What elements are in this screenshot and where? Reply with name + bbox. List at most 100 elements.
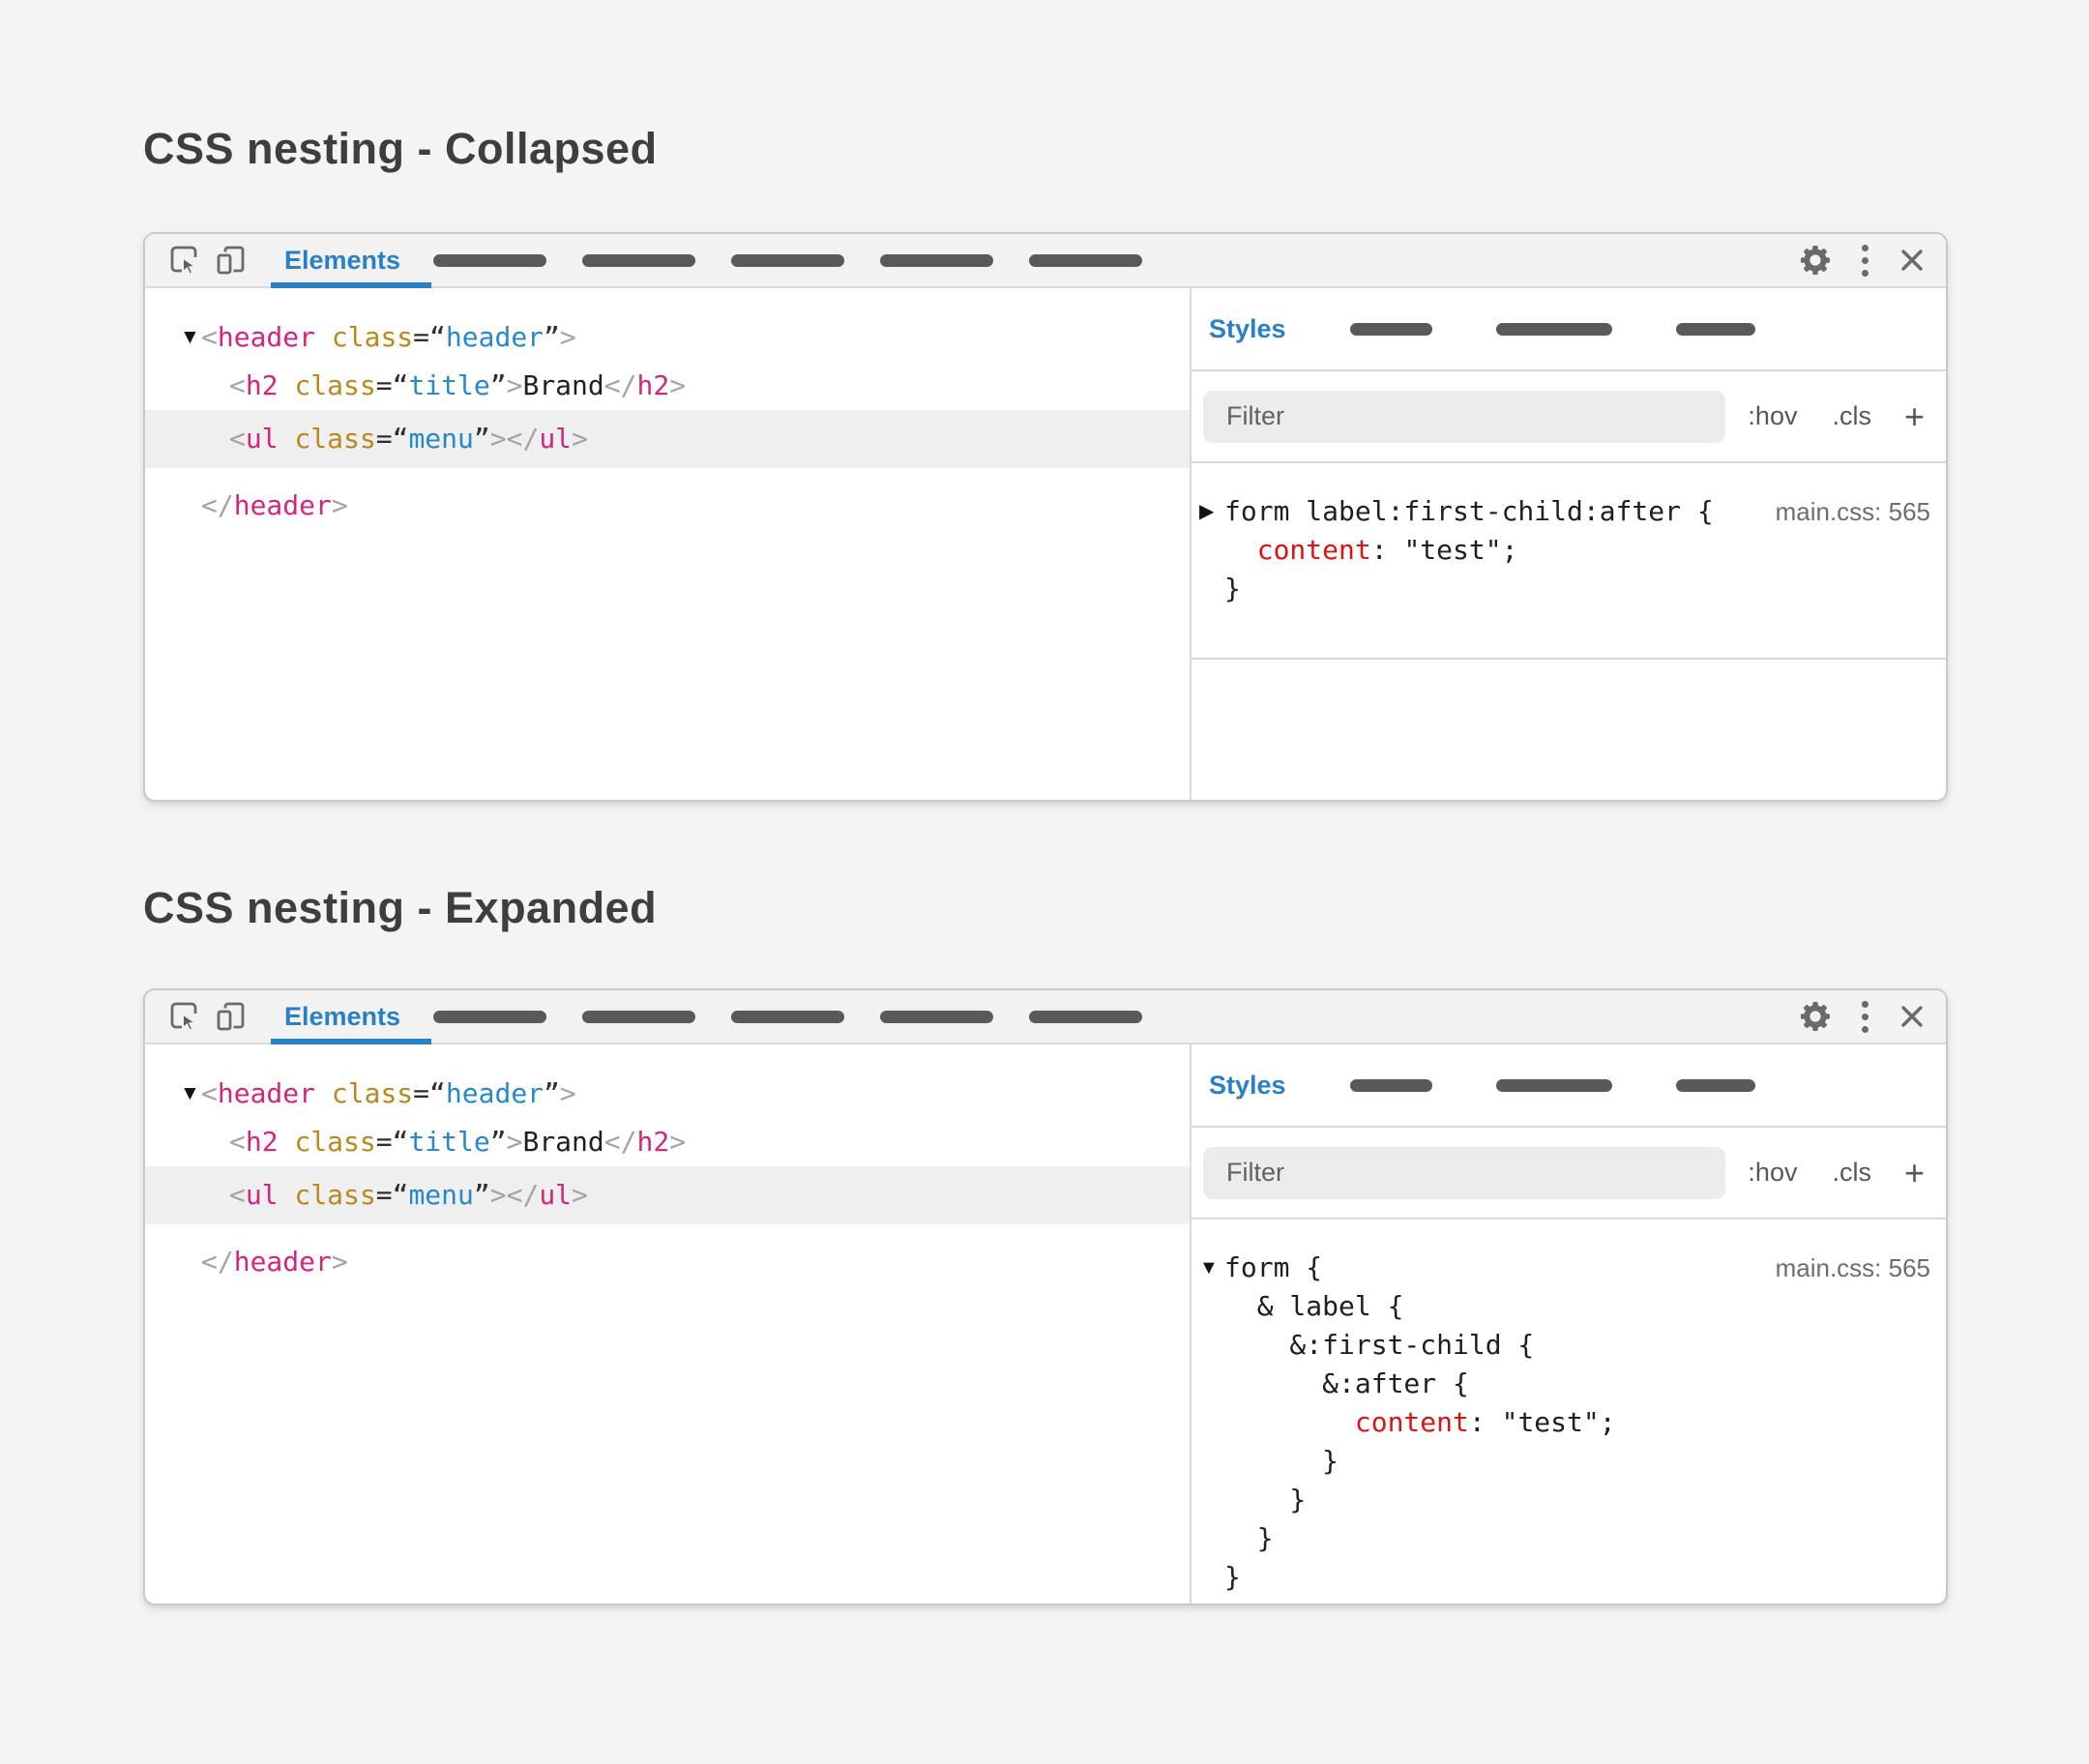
page: CSS nesting - Collapsed Elements	[143, 124, 1948, 1605]
elements-tree: ▼ <header class=“header”> <h2 class=“tit…	[145, 288, 1190, 800]
rule-nested-line[interactable]: & label {	[1224, 1290, 1404, 1322]
styles-tab-placeholder-bar	[1349, 1078, 1432, 1092]
close-icon[interactable]	[1899, 248, 1925, 273]
styles-tab-placeholder-bar	[1349, 322, 1432, 336]
tab-placeholder-bar	[731, 253, 845, 267]
tab-styles[interactable]: Styles	[1209, 313, 1286, 343]
tree-code-h2: <h2 class=“title”>Brand</h2>	[229, 1126, 687, 1158]
styles-pane: Styles Filter :hov .cls + ▼ form { main.…	[1190, 1044, 1946, 1603]
rule-nested-line[interactable]: &:after {	[1224, 1367, 1469, 1399]
styles-tab-placeholder-bar	[1675, 1078, 1755, 1092]
kebab-menu-icon[interactable]	[1860, 243, 1870, 279]
css-rule-collapsed: ▶ form label:first-child:after { main.cs…	[1192, 463, 1946, 660]
tab-elements[interactable]: Elements	[271, 234, 432, 288]
css-rule-expanded: ▼ form { main.css: 565 & label { &:first…	[1192, 1220, 1946, 1603]
tab-placeholder-bar	[731, 1010, 845, 1023]
tree-code-header-close: </header>	[201, 489, 348, 521]
elements-tree: ▼ <header class=“header”> <h2 class=“tit…	[145, 1044, 1190, 1603]
devtools-panel-expanded: Elements	[143, 988, 1948, 1605]
devtools-panel-collapsed: Elements	[143, 232, 1948, 802]
gear-icon[interactable]	[1800, 1001, 1831, 1032]
rule-close-line: }	[1224, 1445, 1339, 1477]
styles-filter-placeholder: Filter	[1226, 401, 1284, 430]
rule-collapsed-arrow-icon[interactable]: ▶	[1199, 501, 1215, 522]
styles-tab-placeholder-bar	[1675, 322, 1755, 336]
tree-row-header-open[interactable]: ▼ <header class=“header”>	[145, 313, 1190, 362]
device-toolbar-icon[interactable]	[215, 245, 248, 276]
tab-elements-label: Elements	[284, 1001, 401, 1031]
new-style-rule-button[interactable]: +	[1903, 396, 1925, 436]
toggle-hover-state-button[interactable]: :hov	[1748, 401, 1798, 430]
styles-tab-placeholder-bar	[1495, 322, 1612, 336]
tree-row-h2[interactable]: <h2 class=“title”>Brand</h2>	[145, 1118, 1190, 1166]
tree-row-header-close[interactable]: </header>	[145, 1238, 1190, 1286]
tab-placeholder-bar	[582, 1010, 696, 1023]
tab-elements-label: Elements	[284, 245, 401, 275]
expand-arrow-icon[interactable]: ▼	[180, 326, 200, 348]
tab-styles[interactable]: Styles	[1209, 1070, 1286, 1100]
styles-pane-header: Styles	[1192, 1044, 1946, 1128]
rule-close-line: }	[1224, 1522, 1274, 1554]
devtools-toolbar: Elements	[145, 990, 1946, 1044]
tree-code-ul: <ul class=“menu”></ul>	[229, 423, 588, 455]
tab-placeholders	[433, 1010, 1143, 1023]
styles-filter-row: Filter :hov .cls +	[1192, 1128, 1946, 1220]
rule-close-line: }	[1224, 1561, 1241, 1593]
tree-code-h2: <h2 class=“title”>Brand</h2>	[229, 369, 687, 401]
styles-filter-input[interactable]: Filter	[1203, 390, 1725, 443]
devtools-toolbar: Elements	[145, 234, 1946, 288]
rule-nested-line[interactable]: &:first-child {	[1224, 1329, 1535, 1361]
tree-code-ul: <ul class=“menu”></ul>	[229, 1179, 588, 1211]
tree-row-ul-selected[interactable]: <ul class=“menu”></ul>	[145, 410, 1190, 468]
rule-selector: form label:first-child:after {	[1224, 495, 1714, 527]
active-tab-underline	[271, 1039, 432, 1044]
styles-pane-header: Styles	[1192, 288, 1946, 371]
toggle-classes-button[interactable]: .cls	[1832, 401, 1871, 430]
stylesheet-source-link[interactable]: main.css: 565	[1775, 1253, 1930, 1282]
rule-selector-line[interactable]: ▼ form { main.css: 565	[1199, 1249, 1930, 1287]
gear-icon[interactable]	[1800, 245, 1831, 276]
tree-row-ul-selected[interactable]: <ul class=“menu”></ul>	[145, 1166, 1190, 1224]
inspect-icon[interactable]	[168, 245, 199, 276]
tab-placeholder-bar	[880, 253, 994, 267]
tree-code-header-open: <header class=“header”>	[201, 321, 576, 353]
close-icon[interactable]	[1899, 1004, 1925, 1029]
toggle-hover-state-button[interactable]: :hov	[1748, 1158, 1798, 1187]
tab-placeholder-bar	[582, 253, 696, 267]
styles-filter-input[interactable]: Filter	[1203, 1146, 1725, 1199]
device-toolbar-icon[interactable]	[215, 1001, 248, 1032]
styles-pane: Styles Filter :hov .cls + ▶ form label:f…	[1190, 288, 1946, 800]
active-tab-underline	[271, 282, 432, 288]
rule-declaration-line[interactable]: content: "test";	[1256, 534, 1518, 566]
toggle-classes-button[interactable]: .cls	[1832, 1158, 1871, 1187]
tab-placeholder-bar	[433, 253, 547, 267]
tab-placeholder-bar	[433, 1010, 547, 1023]
tree-row-header-open[interactable]: ▼ <header class=“header”>	[145, 1070, 1190, 1118]
rule-selector-line[interactable]: ▶ form label:first-child:after { main.cs…	[1199, 492, 1930, 531]
new-style-rule-button[interactable]: +	[1903, 1152, 1925, 1192]
tree-code-header-open: <header class=“header”>	[201, 1077, 576, 1109]
figure-title-collapsed: CSS nesting - Collapsed	[143, 124, 658, 173]
tree-row-h2[interactable]: <h2 class=“title”>Brand</h2>	[145, 362, 1190, 410]
rule-declaration-line[interactable]: content: "test";	[1354, 1406, 1616, 1438]
tab-placeholder-bar	[1029, 253, 1143, 267]
styles-empty-section	[1192, 660, 1946, 800]
rule-selector: form {	[1224, 1251, 1323, 1283]
inspect-icon[interactable]	[168, 1001, 199, 1032]
stylesheet-source-link[interactable]: main.css: 565	[1775, 497, 1930, 526]
kebab-menu-icon[interactable]	[1860, 999, 1870, 1035]
styles-filter-placeholder: Filter	[1226, 1158, 1284, 1187]
tab-placeholder-bar	[880, 1010, 994, 1023]
rule-expanded-arrow-icon[interactable]: ▼	[1199, 1257, 1219, 1279]
rule-close-line: }	[1224, 1484, 1307, 1515]
tab-placeholder-bar	[1029, 1010, 1143, 1023]
styles-filter-row: Filter :hov .cls +	[1192, 371, 1946, 463]
styles-tab-placeholder-bar	[1495, 1078, 1612, 1092]
tab-elements[interactable]: Elements	[271, 990, 432, 1044]
tree-code-header-close: </header>	[201, 1246, 348, 1278]
tab-placeholders	[433, 253, 1143, 267]
rule-close-line: }	[1224, 573, 1241, 604]
tree-row-header-close[interactable]: </header>	[145, 482, 1190, 530]
figure-title-expanded: CSS nesting - Expanded	[143, 883, 658, 932]
expand-arrow-icon[interactable]: ▼	[180, 1082, 200, 1104]
